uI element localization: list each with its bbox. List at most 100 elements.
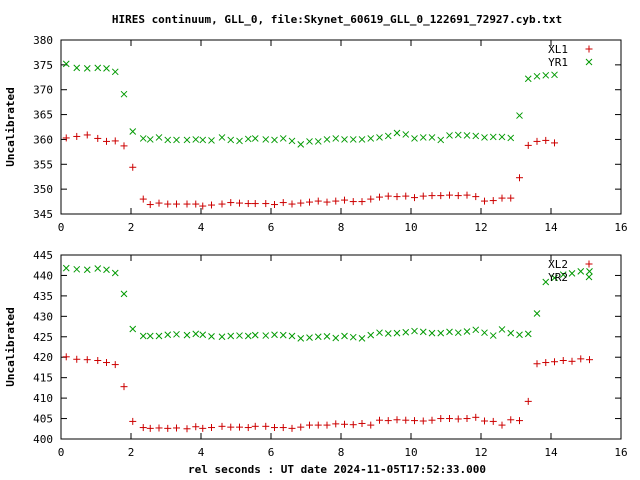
data-point <box>542 278 550 286</box>
data-point <box>173 200 180 208</box>
y-tick-label: 350 <box>33 183 53 196</box>
x-tick-label: 12 <box>474 446 487 459</box>
data-point <box>306 198 313 206</box>
data-point <box>472 193 480 201</box>
data-point <box>111 68 119 76</box>
data-point <box>62 134 70 142</box>
data-point <box>120 142 128 150</box>
data-point <box>332 420 340 428</box>
data-point <box>73 64 81 72</box>
data-point <box>376 134 383 141</box>
data-point <box>155 424 163 432</box>
y-tick-label: 370 <box>33 84 53 97</box>
data-point <box>199 331 207 339</box>
legend-label: YR1 <box>548 56 568 69</box>
data-point <box>533 310 541 317</box>
data-point <box>111 361 119 369</box>
chart-title: HIRES continuum, GLL_0, file:Skynet_6061… <box>112 13 562 26</box>
data-point <box>437 192 445 200</box>
legend-marker <box>585 58 593 66</box>
data-point <box>428 192 436 200</box>
data-point <box>208 424 215 432</box>
data-point <box>288 200 296 208</box>
data-point <box>402 192 410 200</box>
data-point <box>376 193 383 201</box>
data-point <box>332 197 340 205</box>
data-point <box>208 333 215 340</box>
data-point <box>62 60 70 68</box>
y-tick-label: 360 <box>33 133 53 146</box>
data-point <box>218 333 226 341</box>
data-point <box>402 328 410 336</box>
data-point <box>83 64 91 72</box>
data-point <box>411 135 418 142</box>
data-point <box>411 327 418 335</box>
data-point <box>437 415 445 423</box>
x-tick-label: 6 <box>268 221 275 234</box>
data-point <box>306 334 313 341</box>
data-point <box>262 332 270 339</box>
data-point <box>367 195 375 203</box>
data-point <box>481 329 488 337</box>
data-point <box>419 192 427 200</box>
data-point <box>437 136 445 144</box>
data-point <box>288 424 296 432</box>
data-point <box>236 199 243 207</box>
data-point <box>218 422 226 430</box>
data-point <box>586 356 593 364</box>
data-point <box>271 331 278 339</box>
data-point <box>349 136 357 143</box>
data-point <box>314 333 322 341</box>
y-tick-label: 365 <box>33 109 53 122</box>
data-point <box>489 332 497 339</box>
data-point <box>139 135 147 142</box>
data-point <box>183 200 191 208</box>
data-point <box>489 197 497 205</box>
y-tick-label: 440 <box>33 269 53 282</box>
data-point <box>481 134 488 141</box>
data-point <box>542 359 550 367</box>
y-tick-label: 410 <box>33 392 53 405</box>
data-point <box>120 383 128 391</box>
data-point <box>428 329 436 337</box>
data-point <box>376 329 383 337</box>
data-point <box>244 135 252 143</box>
x-tick-label: 2 <box>128 221 135 234</box>
data-point <box>341 196 348 204</box>
plot-frame <box>60 254 622 440</box>
series-yr1 <box>62 60 558 148</box>
data-point <box>164 331 172 339</box>
y-axis-label: Uncalibrated <box>4 87 17 166</box>
data-point <box>507 416 515 424</box>
x-tick-label: 10 <box>404 221 417 234</box>
data-point <box>358 335 366 342</box>
legend-marker <box>585 45 593 53</box>
data-point <box>454 329 462 337</box>
data-point <box>244 200 252 208</box>
data-point <box>332 135 340 142</box>
data-point <box>446 328 453 336</box>
data-point <box>297 141 305 148</box>
y-tick-label: 345 <box>33 208 53 221</box>
legend-label: XL1 <box>548 43 568 56</box>
data-point <box>402 416 410 424</box>
data-point <box>262 136 270 143</box>
x-tick-label: 16 <box>614 446 627 459</box>
data-point <box>551 274 558 282</box>
data-point <box>306 138 313 145</box>
y-axis-label: Uncalibrated <box>4 307 17 386</box>
data-point <box>164 136 172 144</box>
data-point <box>349 333 357 341</box>
data-point <box>323 421 331 429</box>
data-point <box>489 133 497 141</box>
data-point <box>155 332 163 340</box>
data-point <box>384 417 392 425</box>
data-point <box>279 199 287 207</box>
data-point <box>341 136 348 143</box>
data-point <box>236 137 243 145</box>
data-point <box>559 271 567 278</box>
data-point <box>507 134 515 142</box>
data-point <box>297 423 305 431</box>
data-point <box>83 266 91 274</box>
legend-marker <box>585 273 593 281</box>
